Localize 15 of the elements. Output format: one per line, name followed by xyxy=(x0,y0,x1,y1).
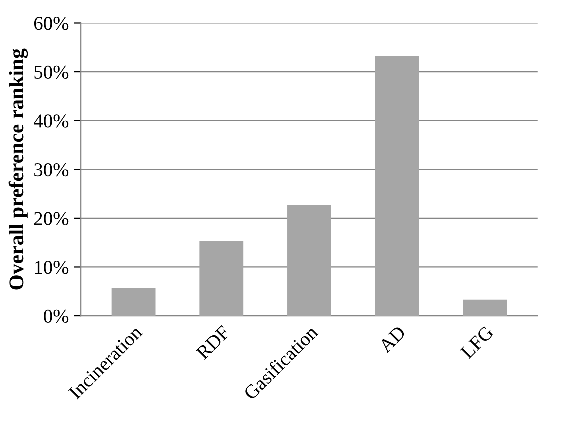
bar xyxy=(112,288,156,316)
y-tick-label: 10% xyxy=(35,261,69,274)
y-tick-label: 40% xyxy=(34,114,69,128)
y-tick-label: 60% xyxy=(34,17,69,30)
bar xyxy=(375,56,420,316)
y-axis-title: Overall preference ranking xyxy=(8,48,28,290)
y-tick-label: 0% xyxy=(44,310,69,324)
bar xyxy=(200,241,244,316)
x-tick-label: AD xyxy=(378,325,406,354)
bar xyxy=(288,205,332,316)
x-tick-label: LFG xyxy=(460,325,494,360)
y-tick-label: 30% xyxy=(34,163,69,177)
bar xyxy=(463,300,508,316)
y-tick-label: 50% xyxy=(34,66,69,80)
y-tick-label: 20% xyxy=(34,212,69,226)
